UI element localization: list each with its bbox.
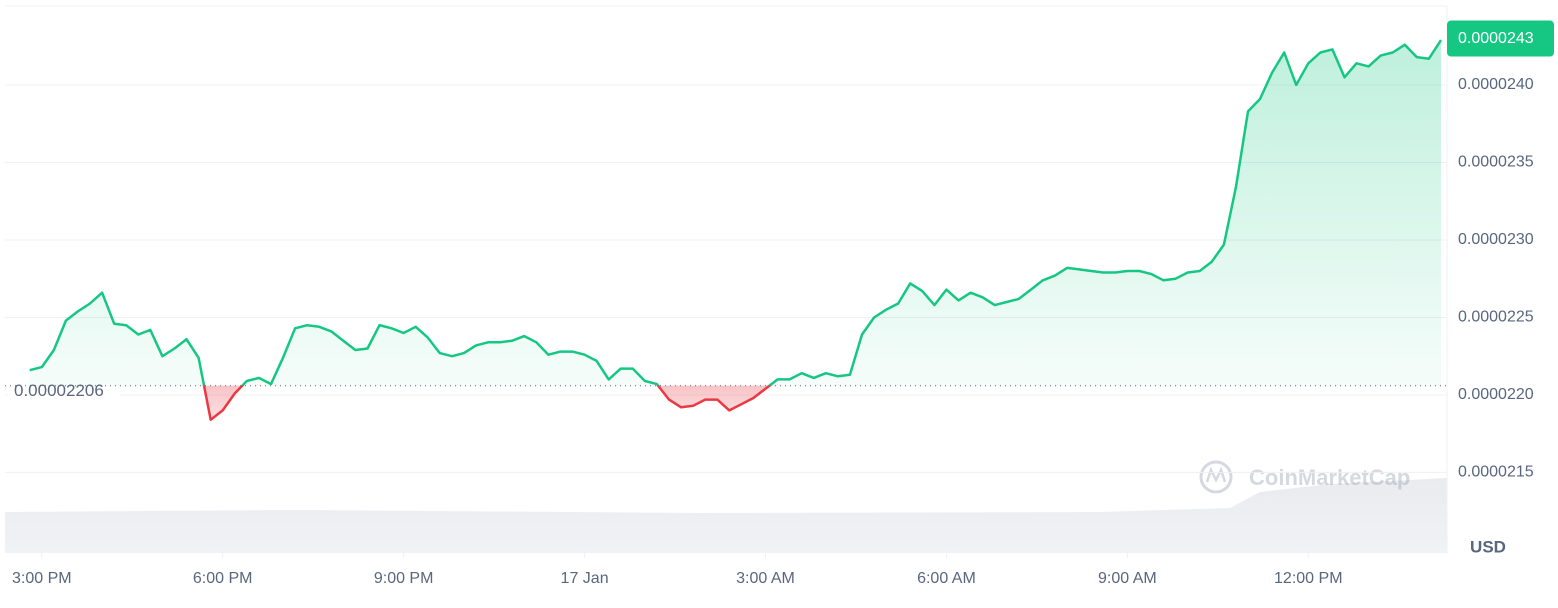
x-tick-label: 9:00 PM: [374, 570, 434, 587]
y-tick-label: 0.0000215: [1458, 464, 1534, 481]
current-price-badge: [1447, 20, 1554, 57]
x-tick-label: 6:00 AM: [917, 570, 976, 587]
y-tick-label: 0.0000240: [1458, 76, 1534, 93]
x-tick-label: 9:00 AM: [1098, 570, 1157, 587]
y-tick-label: 0.0000220: [1458, 386, 1534, 403]
x-tick-label: 3:00 AM: [736, 570, 795, 587]
watermark-text: CoinMarketCap: [1249, 465, 1410, 490]
current-price-label: 0.0000243: [1458, 30, 1534, 47]
x-tick-label: 3:00 PM: [12, 570, 72, 587]
watermark: CoinMarketCap: [1199, 460, 1410, 494]
volume-area: [5, 478, 1447, 553]
reference-label: 0.00002206: [14, 381, 104, 400]
reference-label-bg: [8, 387, 120, 410]
price-area: [29, 40, 1442, 420]
x-tick-label: 6:00 PM: [193, 570, 253, 587]
x-tick-label: 17 Jan: [561, 570, 609, 587]
x-tick-label: 12:00 PM: [1274, 570, 1342, 587]
currency-label: USD: [1470, 537, 1506, 556]
y-tick-label: 0.0000230: [1458, 231, 1534, 248]
y-tick-label: 0.0000225: [1458, 309, 1534, 326]
y-tick-label: 0.0000235: [1458, 154, 1534, 171]
price-line: [29, 39, 1443, 421]
